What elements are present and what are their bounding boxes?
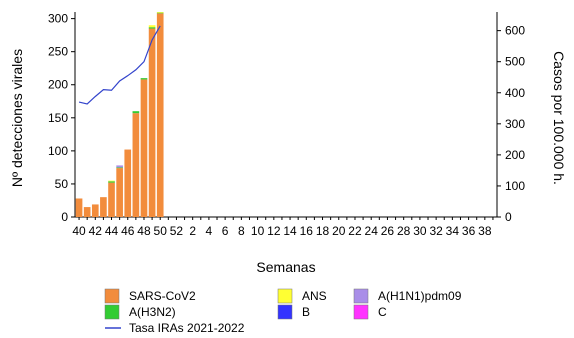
- x-tick-label: 8: [238, 224, 245, 238]
- bar-sars-cov2: [100, 197, 107, 217]
- x-tick-label: 48: [137, 224, 151, 238]
- bar-a-h3n2-: [156, 12, 164, 14]
- x-tick-label: 22: [348, 224, 362, 238]
- bars: [75, 12, 164, 217]
- legend-swatch-ans: [277, 288, 293, 304]
- bar-a-h3n2-: [108, 181, 115, 183]
- legend-label-ans: ANS: [302, 289, 327, 303]
- x-tick-label: 30: [413, 224, 427, 238]
- y-tick-label-left: 50: [55, 177, 69, 191]
- bar-sars-cov2: [91, 204, 99, 217]
- y-axis-title-right: Casos por 100.000 h.: [551, 51, 567, 185]
- y-tick-label-right: 400: [505, 86, 525, 100]
- y-axis-title-left: Nº detecciones virales: [9, 49, 25, 187]
- x-tick-label: 34: [446, 224, 460, 238]
- bar-sars-cov2: [148, 28, 156, 217]
- x-tick-label: 2: [189, 224, 196, 238]
- x-tick-label: 36: [462, 224, 476, 238]
- x-tick-label: 38: [478, 224, 492, 238]
- y-tick-label-left: 0: [61, 210, 68, 224]
- legend-label-b: B: [302, 305, 310, 319]
- x-tick-label: 20: [332, 224, 346, 238]
- bar-sars-cov2: [124, 149, 132, 217]
- bar-sars-cov2: [108, 182, 115, 217]
- y-tick-label-left: 100: [48, 144, 68, 158]
- x-tick-label: 24: [365, 224, 379, 238]
- bar-ans: [108, 180, 115, 182]
- x-tick-label: 16: [300, 224, 314, 238]
- legend-label-tasa-iras-2021-2022: Tasa IRAs 2021-2022: [129, 321, 245, 335]
- x-tick-label: 10: [251, 224, 265, 238]
- y-tick-label-right: 300: [505, 117, 525, 131]
- x-axis-title: Semanas: [256, 259, 315, 275]
- x-tick-label: 6: [222, 224, 229, 238]
- x-tick-label: 50: [154, 224, 168, 238]
- rate-line: [78, 25, 161, 105]
- bar-a-h1n1-pdm09: [116, 165, 123, 168]
- y-tick-label-left: 300: [48, 12, 68, 26]
- x-tick-label: 28: [397, 224, 411, 238]
- legend-swatch-c: [353, 304, 369, 320]
- x-tick-label: 52: [170, 224, 184, 238]
- bar-ans: [148, 25, 156, 28]
- legend-label-a-h3n2-: A(H3N2): [129, 305, 176, 319]
- bar-a-h3n2-: [116, 167, 123, 169]
- bar-sars-cov2: [156, 13, 164, 217]
- y-tick-label-right: 600: [505, 24, 525, 38]
- bar-ans: [156, 12, 164, 13]
- bar-a-h3n2-: [148, 27, 156, 29]
- x-tick-label: 12: [267, 224, 281, 238]
- y-tick-label-left: 250: [48, 45, 68, 59]
- bar-a-h3n2-: [132, 111, 140, 114]
- bar-a-h3n2-: [140, 78, 148, 80]
- y-tick-label-right: 0: [505, 210, 512, 224]
- legend-swatch-sars-cov2: [104, 288, 120, 304]
- rate-line-path: [78, 25, 161, 105]
- y-tick-label-left: 150: [48, 111, 68, 125]
- x-tick-label: 46: [121, 224, 135, 238]
- legend-label-c: C: [378, 305, 387, 319]
- x-tick-label: 44: [105, 224, 119, 238]
- bar-sars-cov2: [116, 168, 123, 217]
- y-tick-label-right: 500: [505, 55, 525, 69]
- bar-sars-cov2: [140, 79, 148, 217]
- legend-swatch-b: [277, 304, 293, 320]
- legend-label-a-h1n1-pdm09: A(H1N1)pdm09: [378, 289, 462, 303]
- legend-swatch-a-h3n2-: [104, 304, 120, 320]
- legend: SARS-CoV2 ANS A(H1N1)pdm09 A(H3N2) B C Tasa IR…: [104, 288, 462, 335]
- legend-label-sars-cov2: SARS-CoV2: [129, 289, 196, 303]
- x-tick-label: 18: [316, 224, 330, 238]
- y-tick-label-right: 100: [505, 179, 525, 193]
- bar-sars-cov2: [132, 113, 140, 217]
- x-tick-label: 32: [429, 224, 443, 238]
- bar-sars-cov2: [75, 198, 83, 217]
- y-tick-label-right: 200: [505, 148, 525, 162]
- legend-swatch-a-h1n1-pdm09: [353, 288, 369, 304]
- x-tick-label: 26: [381, 224, 395, 238]
- y-tick-label-left: 200: [48, 78, 68, 92]
- bar-sars-cov2: [83, 207, 91, 217]
- x-tick-label: 42: [89, 224, 103, 238]
- x-tick-label: 4: [206, 224, 213, 238]
- x-tick-label: 40: [72, 224, 86, 238]
- x-tick-label: 14: [283, 224, 297, 238]
